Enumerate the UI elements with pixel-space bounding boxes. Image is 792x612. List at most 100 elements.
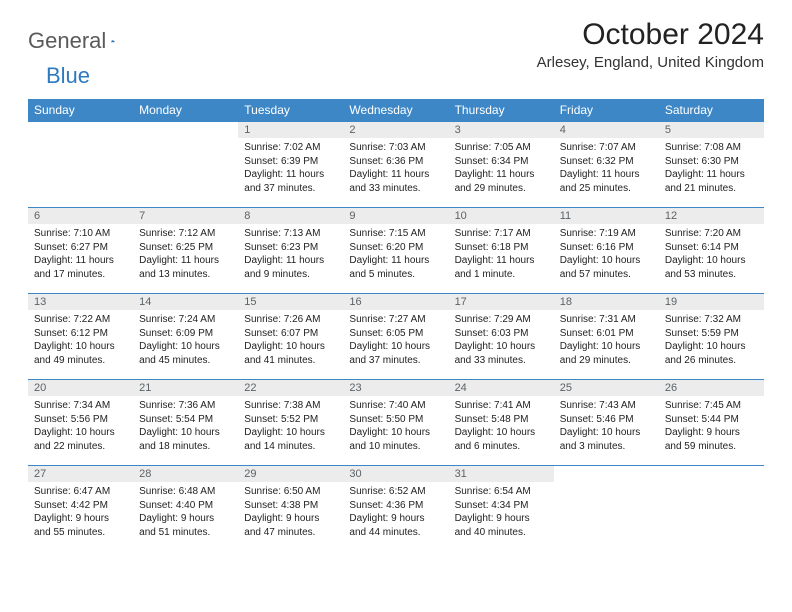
calendar-cell: 29Sunrise: 6:50 AMSunset: 4:38 PMDayligh… — [238, 466, 343, 552]
calendar-cell: .. — [659, 466, 764, 552]
sunrise-text: Sunrise: 7:05 AM — [455, 141, 548, 155]
day-number: 22 — [238, 380, 343, 396]
sunset-text: Sunset: 5:50 PM — [349, 413, 442, 427]
calendar-row: 20 Sunrise: 7:34 AMSunset: 5:56 PM Dayligh… — [28, 380, 764, 466]
calendar-cell: 31Sunrise: 6:54 AMSunset: 4:34 PMDayligh… — [449, 466, 554, 552]
calendar-cell: .. — [28, 122, 133, 208]
sunrise-text: Sunrise: 7:22 AM — [34, 313, 127, 327]
day-number: 19 — [659, 294, 764, 310]
day-details: Sunrise: 7:12 AMSunset: 6:25 PMDaylight:… — [133, 224, 238, 287]
day-details: Sunrise: 7:29 AMSunset: 6:03 PMDaylight:… — [449, 310, 554, 373]
calendar-cell: 12Sunrise: 7:20 AMSunset: 6:14 PMDayligh… — [659, 208, 764, 294]
logo-arrow-icon — [111, 32, 115, 50]
day-details: Sunrise: 7:07 AMSunset: 6:32 PMDaylight:… — [554, 138, 659, 201]
daylight-text: Daylight: 10 hours and 14 minutes. — [244, 426, 337, 453]
calendar-cell: 8Sunrise: 7:13 AMSunset: 6:23 PMDaylight… — [238, 208, 343, 294]
day-details: Sunrise: 7:02 AMSunset: 6:39 PMDaylight:… — [238, 138, 343, 201]
day-header: Thursday — [449, 99, 554, 122]
daylight-text: Daylight: 10 hours and 53 minutes. — [665, 254, 758, 281]
sunset-text: Sunset: 6:36 PM — [349, 155, 442, 169]
day-header: Tuesday — [238, 99, 343, 122]
sunrise-text: Sunrise: 7:34 AM — [34, 399, 127, 413]
sunrise-text: Sunrise: 7:27 AM — [349, 313, 442, 327]
daylight-text: Daylight: 11 hours and 29 minutes. — [455, 168, 548, 195]
sunrise-text: Sunrise: 6:50 AM — [244, 485, 337, 499]
calendar-cell: 25Sunrise: 7:43 AMSunset: 5:46 PMDayligh… — [554, 380, 659, 466]
sunset-text: Sunset: 6:20 PM — [349, 241, 442, 255]
calendar-cell: 7Sunrise: 7:12 AMSunset: 6:25 PMDaylight… — [133, 208, 238, 294]
sunrise-text: Sunrise: 7:08 AM — [665, 141, 758, 155]
sunset-text: Sunset: 6:07 PM — [244, 327, 337, 341]
sunrise-text: Sunrise: 7:29 AM — [455, 313, 548, 327]
day-number: 25 — [554, 380, 659, 396]
day-number: 24 — [449, 380, 554, 396]
sunrise-text: Sunrise: 7:32 AM — [665, 313, 758, 327]
logo-text-2: Blue — [46, 63, 90, 89]
day-details: Sunrise: 7:17 AMSunset: 6:18 PMDaylight:… — [449, 224, 554, 287]
calendar-cell: 11Sunrise: 7:19 AMSunset: 6:16 PMDayligh… — [554, 208, 659, 294]
calendar-cell: 6Sunrise: 7:10 AMSunset: 6:27 PMDaylight… — [28, 208, 133, 294]
sunrise-text: Sunrise: 6:54 AM — [455, 485, 548, 499]
calendar-cell: 18Sunrise: 7:31 AMSunset: 6:01 PMDayligh… — [554, 294, 659, 380]
sunrise-text: Sunrise: 7:17 AM — [455, 227, 548, 241]
sunrise-text: Sunrise: 6:52 AM — [349, 485, 442, 499]
sunrise-text: Sunrise: 7:36 AM — [139, 399, 232, 413]
day-details: Sunrise: 7:22 AMSunset: 6:12 PMDaylight:… — [28, 310, 133, 373]
sunset-text: Sunset: 5:46 PM — [560, 413, 653, 427]
daylight-text: Daylight: 11 hours and 13 minutes. — [139, 254, 232, 281]
sunset-text: Sunset: 6:32 PM — [560, 155, 653, 169]
sunset-text: Sunset: 5:56 PM — [34, 413, 127, 427]
month-title: October 2024 — [537, 18, 764, 52]
day-details: Sunrise: 7:15 AMSunset: 6:20 PMDaylight:… — [343, 224, 448, 287]
daylight-text: Daylight: 9 hours and 59 minutes. — [665, 426, 758, 453]
day-details: Sunrise: 7:38 AMSunset: 5:52 PMDaylight:… — [238, 396, 343, 459]
sunrise-text: Sunrise: 7:40 AM — [349, 399, 442, 413]
daylight-text: Daylight: 9 hours and 40 minutes. — [455, 512, 548, 539]
day-header: Friday — [554, 99, 659, 122]
sunrise-text: Sunrise: 7:15 AM — [349, 227, 442, 241]
day-details: Sunrise: 7:45 AMSunset: 5:44 PMDaylight:… — [659, 396, 764, 459]
sunrise-text: Sunrise: 7:43 AM — [560, 399, 653, 413]
day-details: Sunrise: 7:13 AMSunset: 6:23 PMDaylight:… — [238, 224, 343, 287]
sunset-text: Sunset: 6:03 PM — [455, 327, 548, 341]
calendar-table: Sunday Monday Tuesday Wednesday Thursday… — [28, 99, 764, 552]
day-number: 8 — [238, 208, 343, 224]
day-details: Sunrise: 7:20 AMSunset: 6:14 PMDaylight:… — [659, 224, 764, 287]
day-details: Sunrise: 7:31 AMSunset: 6:01 PMDaylight:… — [554, 310, 659, 373]
day-details: Sunrise: 6:54 AMSunset: 4:34 PMDaylight:… — [449, 482, 554, 545]
sunset-text: Sunset: 6:25 PM — [139, 241, 232, 255]
sunrise-text: Sunrise: 7:03 AM — [349, 141, 442, 155]
day-number: 4 — [554, 122, 659, 138]
daylight-text: Daylight: 10 hours and 26 minutes. — [665, 340, 758, 367]
calendar-row: 27Sunrise: 6:47 AMSunset: 4:42 PMDayligh… — [28, 466, 764, 552]
calendar-cell: 17Sunrise: 7:29 AMSunset: 6:03 PMDayligh… — [449, 294, 554, 380]
sunset-text: Sunset: 6:12 PM — [34, 327, 127, 341]
title-block: October 2024 Arlesey, England, United Ki… — [537, 18, 764, 71]
calendar-cell: 21Sunrise: 7:36 AMSunset: 5:54 PMDayligh… — [133, 380, 238, 466]
sunrise-text: Sunrise: 7:41 AM — [455, 399, 548, 413]
daylight-text: Daylight: 9 hours and 47 minutes. — [244, 512, 337, 539]
day-number: 6 — [28, 208, 133, 224]
sunrise-text: Sunrise: 7:26 AM — [244, 313, 337, 327]
day-number: 16 — [343, 294, 448, 310]
calendar-row: 13Sunrise: 7:22 AMSunset: 6:12 PMDayligh… — [28, 294, 764, 380]
day-number: 26 — [659, 380, 764, 396]
day-details: Sunrise: 7:27 AMSunset: 6:05 PMDaylight:… — [343, 310, 448, 373]
day-details: Sunrise: 7:10 AMSunset: 6:27 PMDaylight:… — [28, 224, 133, 287]
daylight-text: Daylight: 10 hours and 41 minutes. — [244, 340, 337, 367]
day-number: 20 — [28, 380, 133, 396]
day-header-row: Sunday Monday Tuesday Wednesday Thursday… — [28, 99, 764, 122]
day-details: Sunrise: 6:52 AMSunset: 4:36 PMDaylight:… — [343, 482, 448, 545]
daylight-text: Daylight: 9 hours and 51 minutes. — [139, 512, 232, 539]
sunset-text: Sunset: 6:30 PM — [665, 155, 758, 169]
sunrise-text: Sunrise: 6:48 AM — [139, 485, 232, 499]
calendar-row: 6Sunrise: 7:10 AMSunset: 6:27 PMDaylight… — [28, 208, 764, 294]
day-details: Sunrise: 7:19 AMSunset: 6:16 PMDaylight:… — [554, 224, 659, 287]
daylight-text: Daylight: 10 hours and 29 minutes. — [560, 340, 653, 367]
daylight-text: Daylight: 10 hours and 57 minutes. — [560, 254, 653, 281]
day-details: Sunrise: 7:36 AMSunset: 5:54 PMDaylight:… — [133, 396, 238, 459]
calendar-cell: 20Sunrise: 7:34 AMSunset: 5:56 PMDayligh… — [28, 380, 133, 466]
daylight-text: Daylight: 9 hours and 44 minutes. — [349, 512, 442, 539]
day-details: Sunrise: 7:05 AMSunset: 6:34 PMDaylight:… — [449, 138, 554, 201]
day-number: 21 — [133, 380, 238, 396]
